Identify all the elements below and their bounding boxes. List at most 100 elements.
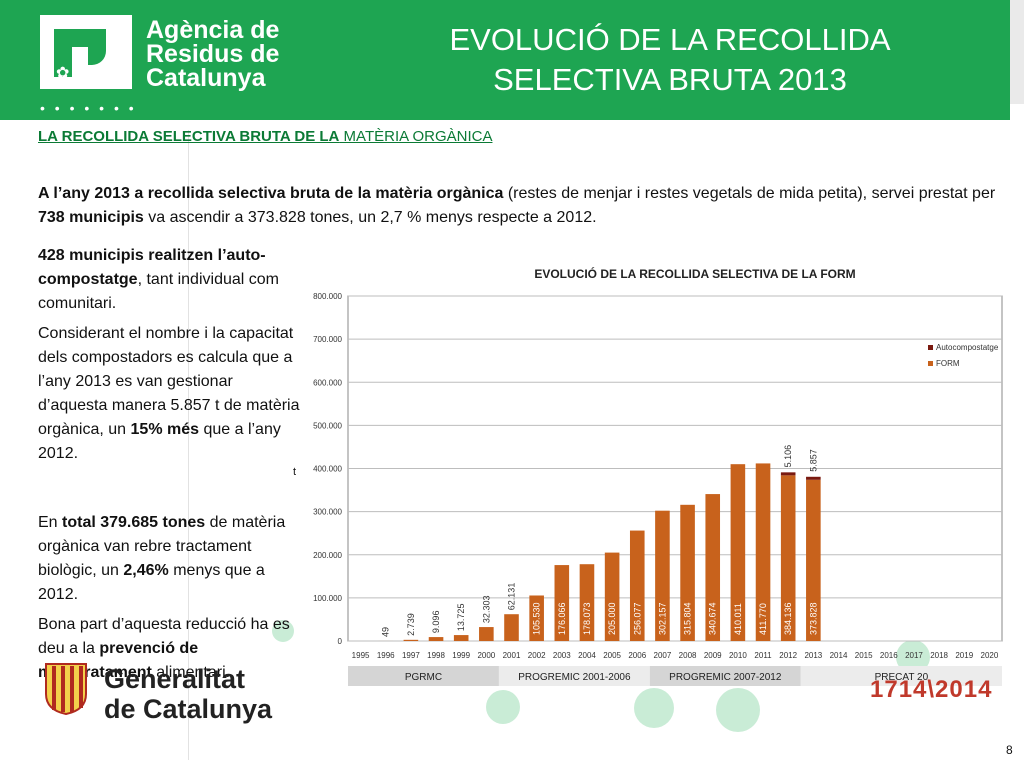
bar-form — [453, 635, 469, 641]
bar-form — [579, 564, 595, 641]
x-tick-label: 1997 — [402, 651, 420, 660]
decorative-circle — [634, 688, 674, 728]
bar-form — [479, 627, 494, 641]
x-tick-label: 2008 — [679, 651, 697, 660]
legend-label: Autocompostatge — [936, 343, 999, 352]
bar-value-label: 13.725 — [456, 604, 466, 632]
x-tick-label: 2010 — [729, 651, 747, 660]
y-tick-label: 200.000 — [313, 551, 342, 560]
y-tick-label: 400.000 — [313, 465, 342, 474]
header-banner: ✿ • • • • • • • Agència de Residus de Ca… — [0, 0, 1024, 120]
program-band — [649, 666, 801, 686]
program-label: PRECAT 20 — [875, 672, 929, 683]
program-label: PROGREMIC 2007-2012 — [669, 672, 782, 683]
bar-value-label: 105.530 — [532, 602, 542, 635]
x-tick-label: 2009 — [704, 651, 722, 660]
x-tick-label: 1999 — [452, 651, 470, 660]
intro-paragraph: A l’any 2013 a recollida selectiva bruta… — [38, 185, 996, 226]
program-timeline: PGRMC PROGREMIC 2001-2006 PROGREMIC 2007-2… — [348, 666, 1002, 686]
bar-value-label: 9.096 — [431, 611, 441, 634]
y-tick-label: 700.000 — [313, 335, 342, 344]
unit-mark: t — [293, 466, 297, 478]
x-tick-label: 2017 — [905, 651, 923, 660]
legend-swatch — [928, 345, 933, 350]
chart-title: EVOLUCIÓ DE LA RECOLLIDA SELECTIVA DE LA… — [534, 266, 855, 281]
x-tick-label: 2000 — [477, 651, 495, 660]
bar-form — [428, 637, 444, 641]
y-tick-label: 100.000 — [313, 594, 342, 603]
y-tick-label: 0 — [338, 637, 343, 646]
x-tick-label: 2003 — [553, 651, 571, 660]
y-tick-label: 300.000 — [313, 508, 342, 517]
program-label: PROGREMIC 2001-2006 — [518, 672, 631, 683]
bar-value-label: 256.077 — [632, 602, 642, 635]
bar-form — [629, 530, 645, 641]
bar-value-label: 373.828 — [808, 602, 818, 635]
y-tick-label: 800.000 — [313, 292, 342, 301]
form-collection-chart: EVOLUCIÓ DE LA RECOLLIDA SELECTIVA DE LA… — [313, 266, 1003, 660]
bar-value-label: 410.011 — [733, 603, 743, 635]
x-tick-label: 2006 — [628, 651, 646, 660]
bar-form — [655, 510, 670, 641]
bar-value-label: 384.136 — [783, 602, 793, 635]
bar-value-label: 2.739 — [406, 613, 416, 636]
bar-value-label: 205.000 — [607, 602, 617, 635]
x-tick-label: 1995 — [352, 651, 370, 660]
bar-value-label: 49 — [381, 627, 391, 637]
decorative-circle — [272, 620, 294, 642]
x-tick-label: 1996 — [377, 651, 395, 660]
x-tick-label: 2020 — [981, 651, 999, 660]
generalitat-emblem-icon — [45, 663, 87, 716]
x-tick-label: 2014 — [830, 651, 848, 660]
program-band — [800, 666, 1002, 686]
autocompost-value-label: 5.106 — [783, 445, 793, 468]
bar-form — [504, 614, 519, 641]
program-label: PGRMC — [405, 672, 442, 683]
bar-autocompostatge — [806, 476, 821, 480]
agency-name: Agència de Residus de Catalunya — [146, 16, 280, 92]
bar-value-label: 62.131 — [507, 583, 517, 611]
section-heading: LA RECOLLIDA SELECTIVA BRUTA DE LA MATÈR… — [38, 128, 493, 145]
y-tick-label: 500.000 — [313, 421, 342, 430]
bar-form — [529, 595, 544, 641]
bar-form — [604, 552, 620, 641]
x-tick-label: 2013 — [804, 651, 822, 660]
bar-form — [403, 639, 419, 641]
x-tick-label: 2007 — [654, 651, 672, 660]
logo-dots: • • • • • • • — [40, 100, 137, 116]
bar-value-label: 315.804 — [683, 602, 693, 635]
bar-form — [705, 494, 721, 641]
x-tick-label: 2002 — [528, 651, 546, 660]
total-paragraph: En total 379.685 tones de matèria orgàni… — [38, 514, 286, 603]
bar-value-label: 176.066 — [557, 602, 567, 635]
decorative-circle — [716, 688, 760, 732]
bar-form — [780, 475, 796, 641]
legend-label: FORM — [936, 359, 960, 368]
decorative-circle — [486, 690, 520, 724]
bar-form — [554, 565, 570, 641]
divider-line — [188, 130, 189, 760]
x-tick-label: 2015 — [855, 651, 873, 660]
y-tick-label: 600.000 — [313, 378, 342, 387]
left-column: 428 municipis realitzen l’auto-compostat… — [38, 244, 306, 472]
generalitat-name: Generalitat de Catalunya — [104, 664, 273, 724]
tricentenary-logo: 1714\2014 — [870, 676, 993, 703]
x-tick-label: 2001 — [503, 651, 521, 660]
bar-autocompostatge — [780, 472, 796, 476]
x-tick-label: 2005 — [603, 651, 621, 660]
autocompost-value-label: 5.857 — [808, 449, 818, 472]
bar-form — [806, 479, 821, 641]
bar-value-label: 302.157 — [657, 602, 667, 635]
x-tick-label: 2011 — [754, 651, 772, 660]
bar-form — [730, 464, 746, 641]
composting-paragraph: 428 municipis realitzen l’auto-compostat… — [38, 247, 279, 312]
bar-form — [680, 504, 695, 641]
bar-value-label: 178.073 — [582, 602, 592, 635]
program-band — [498, 666, 650, 686]
estimate-paragraph: Considerant el nombre i la capacitat del… — [38, 325, 300, 462]
page-title: EVOLUCIÓ DE LA RECOLLIDA SELECTIVA BRUTA… — [449, 22, 891, 97]
bar-value-label: 411.770 — [758, 603, 768, 635]
arc-logo-icon: ✿ — [40, 15, 132, 89]
x-tick-label: 2016 — [880, 651, 898, 660]
x-tick-label: 2012 — [779, 651, 797, 660]
